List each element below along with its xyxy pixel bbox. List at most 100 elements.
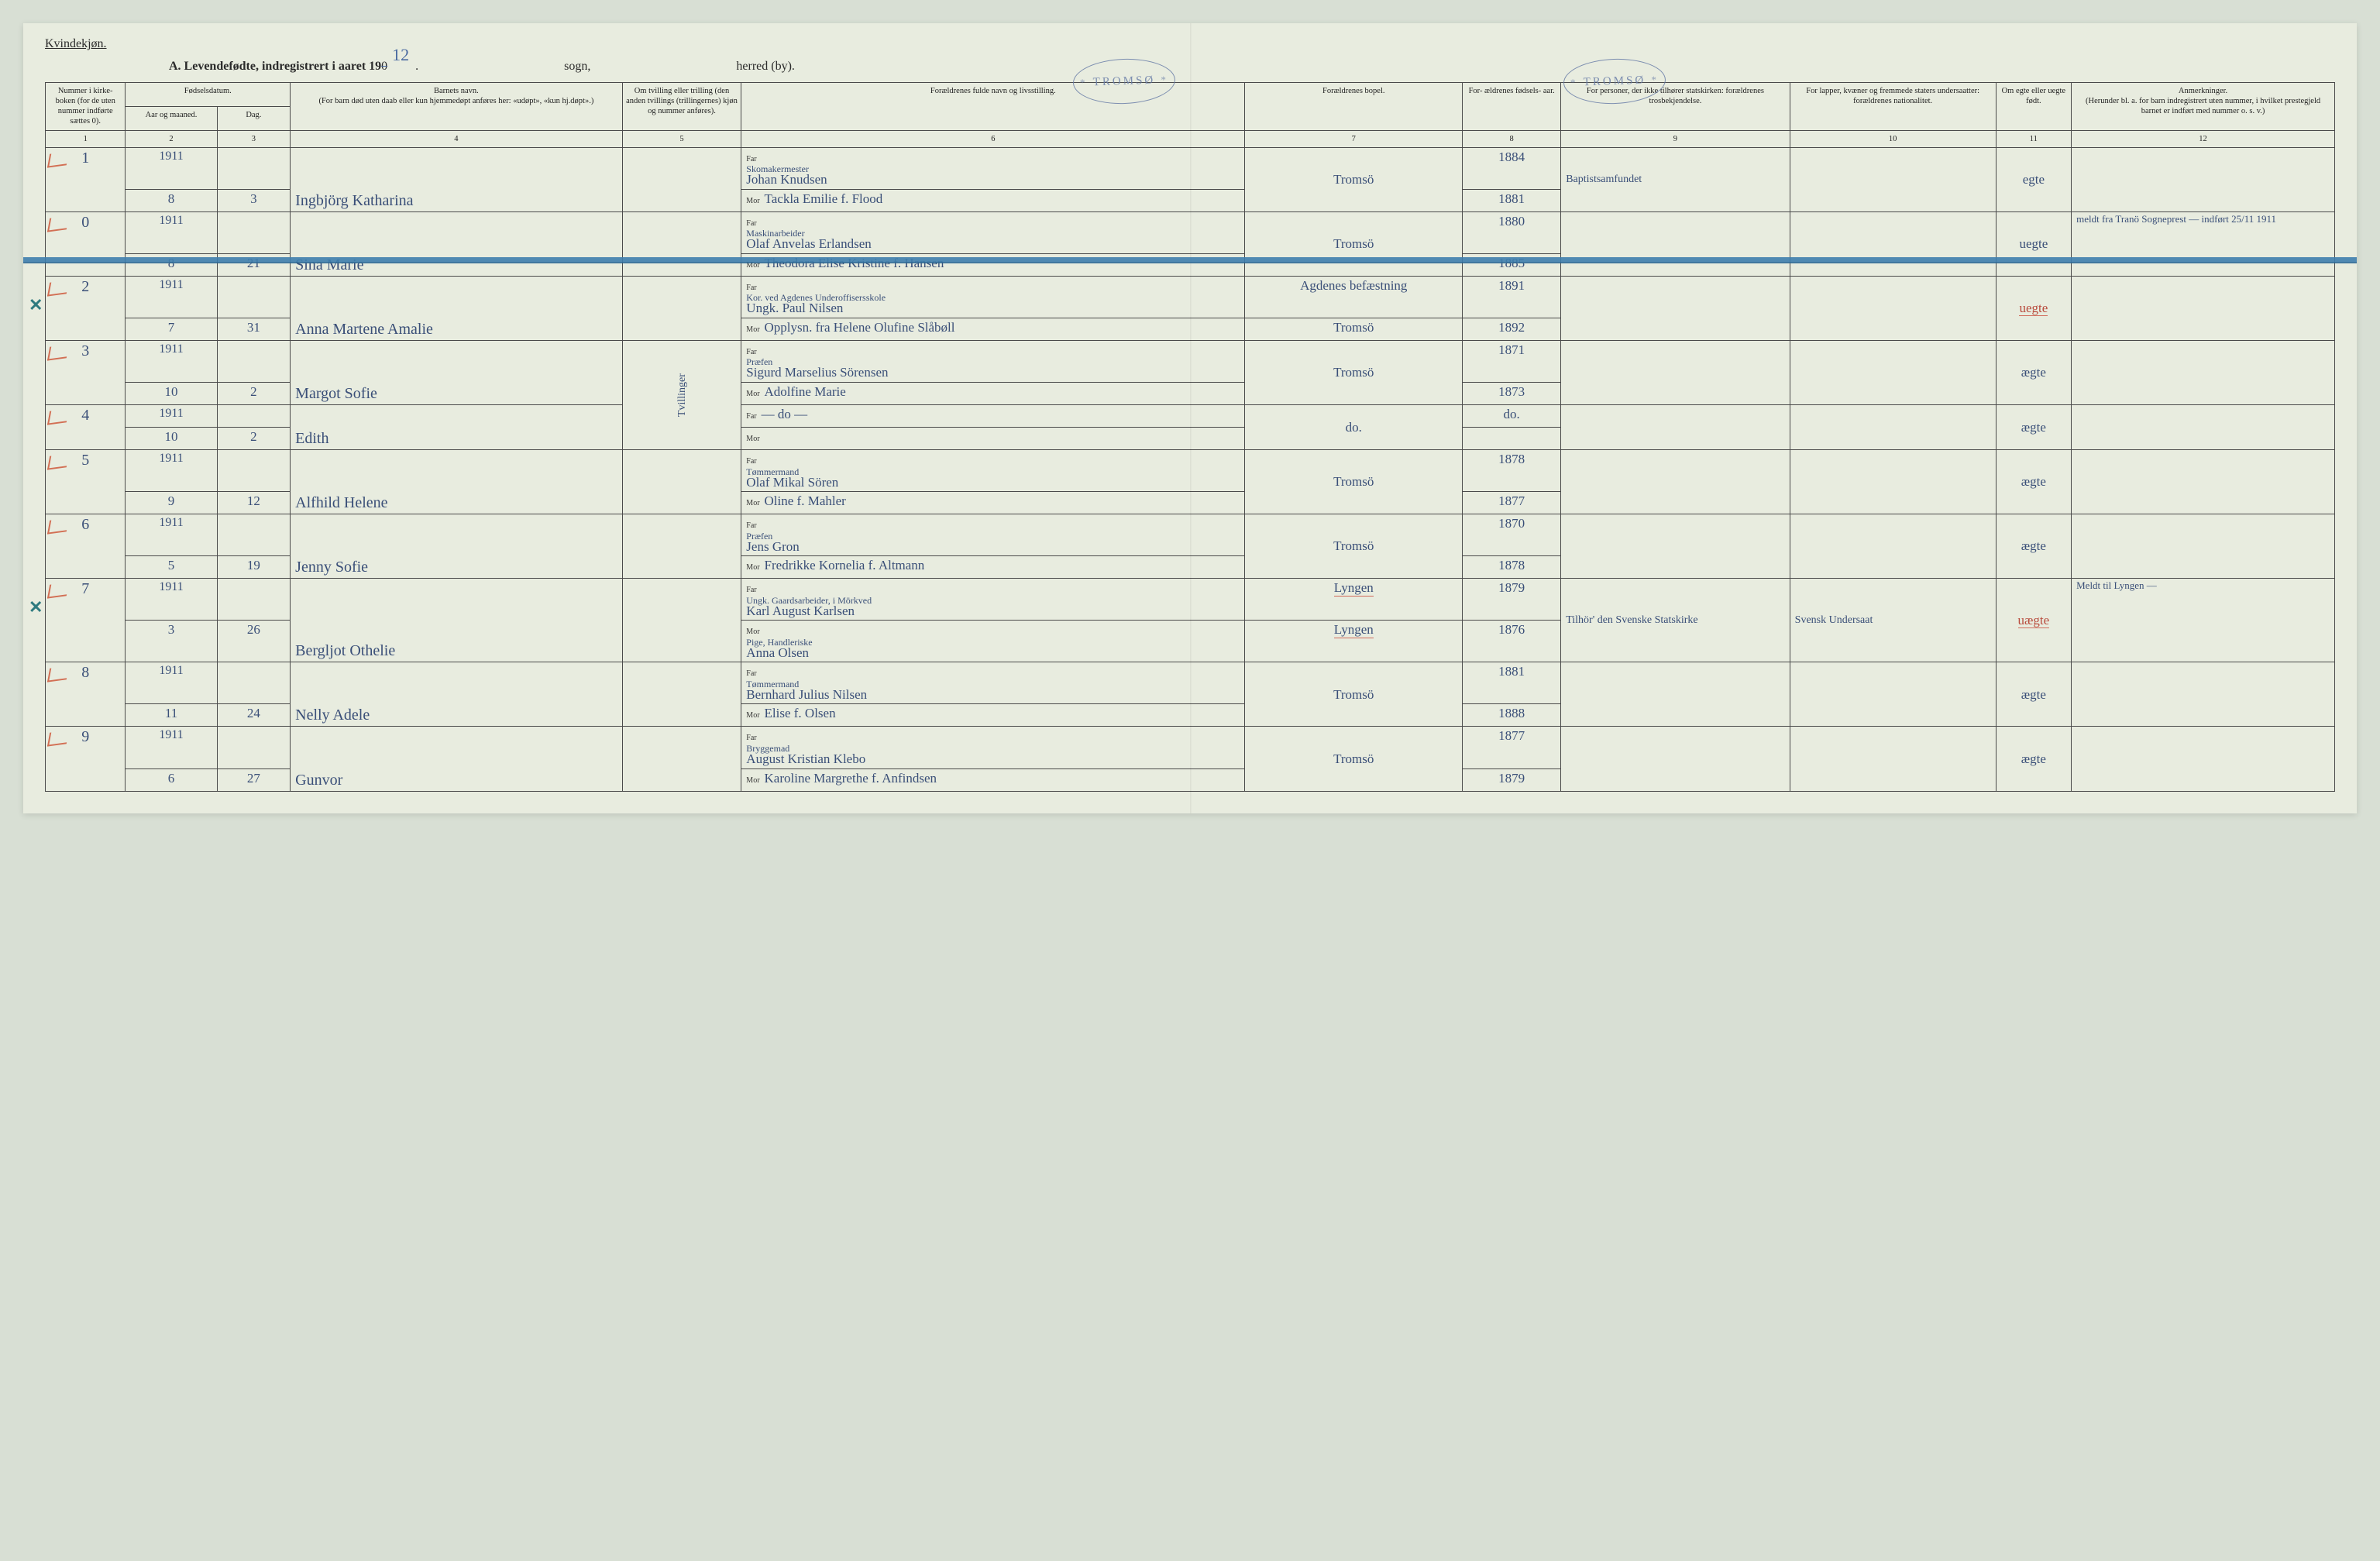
red-tick [47,344,69,360]
day-blank [217,514,291,556]
day: 2 [217,383,291,405]
mor-year: 1885 [1463,253,1561,276]
year-handwritten: 12 [392,45,409,64]
entry-number: 4 [46,405,126,450]
mor-year: 1879 [1463,768,1561,791]
parent-mor: MorFredrikke Kornelia f. Altmann [741,556,1245,579]
parent-far: FarMaskinarbeiderOlaf Anvelas Erlandsen [741,211,1245,253]
col-2-group-header: Fødselsdatum. [126,83,291,107]
egte-uegte: uægte [1996,579,2072,662]
table-body: 11911Ingbjörg KatharinaFarSkomakermester… [46,147,2335,791]
egte-uegte: uegte [1996,211,2072,276]
label-mor: Mor [746,197,759,205]
child-name: Sina Marie [291,211,622,276]
day-blank [217,579,291,621]
twins-cell [622,662,741,727]
mor-year: 1877 [1463,492,1561,514]
entry-number: 8 [46,662,126,727]
bopel-far: Lyngen [1245,579,1463,621]
trosbekjendelse [1561,276,1790,340]
day: 31 [217,318,291,340]
parent-far: FarPræfenSigurd Marselius Sörensen [741,340,1245,382]
nationalitet [1790,147,1996,211]
far-year: 1878 [1463,450,1561,492]
parent-mor: MorAdolfine Marie [741,383,1245,405]
egte-uegte: uegte [1996,276,2072,340]
parent-mor: Mor [741,428,1245,450]
far-year: 1871 [1463,340,1561,382]
label-sogn: sogn, [564,60,590,73]
anmerkninger: Meldt til Lyngen — [2072,579,2335,662]
mor-year: 1878 [1463,556,1561,579]
month: 11 [126,704,217,727]
col-6-header: Forældrenes fulde navn og livsstilling. [741,83,1245,131]
day-blank [217,340,291,382]
nationalitet [1790,514,1996,579]
day: 27 [217,768,291,791]
parent-mor: MorTheodora Elise Kristine f. Hansen [741,253,1245,276]
year: 1911 [126,211,217,253]
far-year: 1884 [1463,147,1561,189]
label-far: Far [746,669,756,678]
header: Kvindekjøn. A. Levendefødte, indregistre… [45,37,2335,77]
label-mor: Mor [746,499,759,507]
trosbekjendelse: Baptistsamfundet [1561,147,1790,211]
child-name: Bergljot Othelie [291,579,622,662]
bopel: Tromsö [1245,211,1463,276]
margin-x-mark: ✕ [29,295,43,315]
year: 1911 [126,579,217,621]
label-mor: Mor [746,627,759,636]
entry-row: 31911Margot SofieTvillingerFarPræfenSigu… [46,340,2335,382]
trosbekjendelse [1561,211,1790,276]
label-mor: Mor [746,776,759,785]
day: 24 [217,704,291,727]
col-4-header: Barnets navn. (For barn død uten daab el… [291,83,622,131]
far-name: Jens Gron [746,539,799,554]
label-mor: Mor [746,435,759,443]
day: 19 [217,556,291,579]
month: 10 [126,428,217,450]
red-tick [47,280,69,296]
col-5-header: Om tvilling eller trilling (den anden tv… [622,83,741,131]
month: 9 [126,492,217,514]
parent-mor: MorTackla Emilie f. Flood [741,189,1245,211]
col-3-header: Dag. [217,106,291,130]
twins-cell [622,450,741,514]
child-name: Jenny Sofie [291,514,622,579]
month: 7 [126,318,217,340]
child-name: Ingbjörg Katharina [291,147,622,211]
far-year: 1870 [1463,514,1561,556]
twins-cell [622,727,741,791]
child-name: Alfhild Helene [291,450,622,514]
red-tick [47,518,69,535]
entry-number: 6 [46,514,126,579]
mor-year: 1873 [1463,383,1561,405]
anmerkninger [2072,276,2335,340]
anmerkninger [2072,727,2335,791]
trosbekjendelse: Tilhör' den Svenske Statskirke [1561,579,1790,662]
label-far: Far [746,284,756,292]
parent-far: FarSkomakermesterJohan Knudsen [741,147,1245,189]
day-blank [217,147,291,189]
entry-number: 7✕ [46,579,126,662]
day-blank [217,450,291,492]
parent-far: FarUngk. Gaardsarbeider, i MörkvedKarl A… [741,579,1245,621]
nationalitet [1790,450,1996,514]
month: 3 [126,621,217,662]
parent-mor: MorKaroline Margrethe f. Anfindsen [741,768,1245,791]
bopel-mor: Tromsö [1245,318,1463,340]
entry-row: 91911GunvorFarBryggemadAugust Kristian K… [46,727,2335,768]
col-12-header: Anmerkninger. (Herunder bl. a. for barn … [2072,83,2335,131]
nationalitet [1790,727,1996,791]
day: 26 [217,621,291,662]
nationalitet [1790,662,1996,727]
parent-far: FarTømmermandOlaf Mikal Sören [741,450,1245,492]
nationalitet: Svensk Undersaat [1790,579,1996,662]
entry-row: 61911Jenny SofieFarPræfenJens GronTromsö… [46,514,2335,556]
label-herred: herred (by). [736,60,795,73]
anmerkninger [2072,450,2335,514]
bopel: Tromsö [1245,450,1463,514]
red-tick [47,215,69,232]
egte-uegte: ægte [1996,662,2072,727]
day-blank [217,405,291,428]
